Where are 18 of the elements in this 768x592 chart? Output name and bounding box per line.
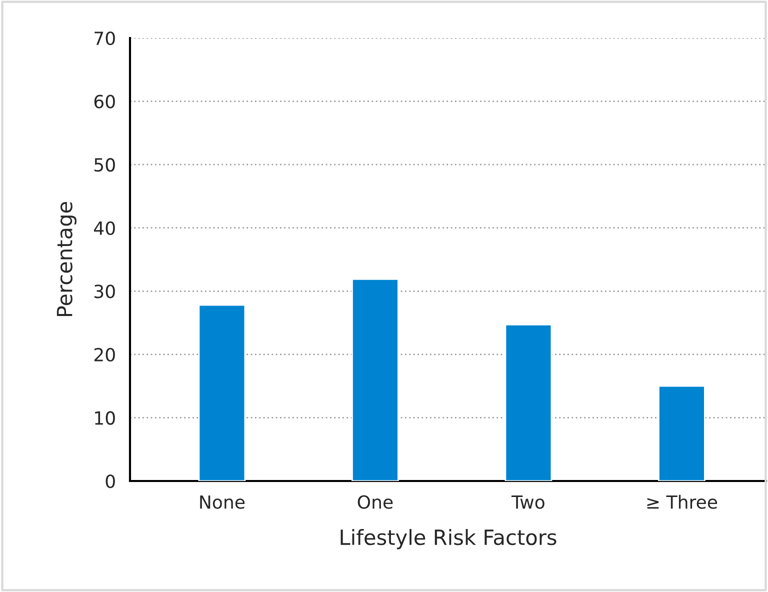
x-tick-label: ≥ Three [647,494,718,509]
y-tick-label: 50 [94,158,115,172]
y-tick-label: 30 [94,284,115,298]
y-tick-label: 60 [94,94,115,108]
y-tick-label: 40 [94,221,115,235]
bar [658,385,706,481]
y-tick-label: 20 [94,348,115,362]
y-tick-label: 10 [95,411,115,425]
y-axis-title: Percentage [56,202,76,316]
bar [504,324,552,481]
x-axis-title: Lifestyle Risk Factors [340,529,556,550]
x-tick-label: One [358,495,393,509]
x-tick-label: Two [511,495,544,509]
x-tick-label: None [200,495,245,509]
y-tick-label: 0 [106,474,115,488]
bar [198,304,246,481]
y-tick-label: 70 [94,31,115,46]
bar [352,278,399,481]
